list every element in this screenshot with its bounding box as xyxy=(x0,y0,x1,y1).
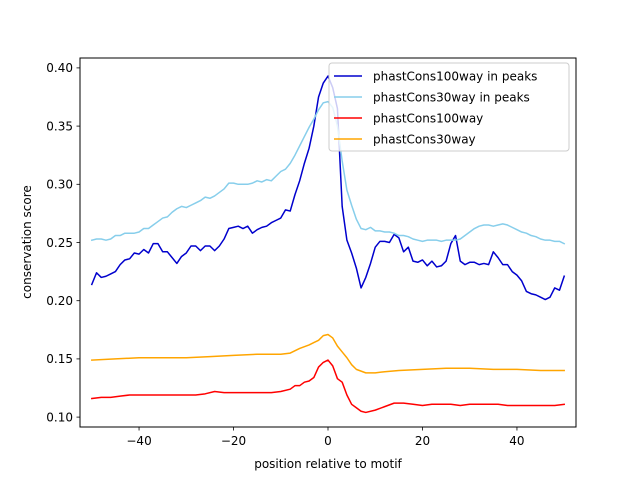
y-tick-label: 0.40 xyxy=(46,61,73,75)
x-tick-label: 0 xyxy=(324,434,332,448)
y-tick-label: 0.10 xyxy=(46,410,73,424)
y-tick-label: 0.35 xyxy=(46,119,73,133)
legend-label-1: phastCons100way in peaks xyxy=(373,69,537,83)
y-tick-label: 0.15 xyxy=(46,352,73,366)
y-axis-label: conservation score xyxy=(20,185,34,299)
series-layer xyxy=(90,75,566,414)
x-tick-label: 40 xyxy=(509,434,524,448)
x-axis-label: position relative to motif xyxy=(254,457,402,471)
y-tick-label: 0.30 xyxy=(46,178,73,192)
legend-label-2: phastCons30way in peaks xyxy=(373,90,530,104)
x-axis: −40 −20 0 20 40 xyxy=(126,427,525,448)
series-line-2 xyxy=(90,100,566,245)
y-tick-label: 0.20 xyxy=(46,294,73,308)
legend-label-4: phastCons30way xyxy=(373,132,476,146)
series-line-3 xyxy=(90,359,566,414)
x-tick-label: 20 xyxy=(415,434,430,448)
y-axis: 0.10 0.15 0.20 0.25 0.30 0.35 0.40 xyxy=(46,61,80,424)
y-tick-label: 0.25 xyxy=(46,236,73,250)
legend: phastCons100way in peaks phastCons30way i… xyxy=(328,62,570,152)
legend-box xyxy=(328,62,570,152)
x-tick-label: −40 xyxy=(126,434,151,448)
series-line-1 xyxy=(90,75,566,301)
legend-label-3: phastCons100way xyxy=(373,111,483,125)
series-line-4 xyxy=(91,333,565,374)
x-tick-label: −20 xyxy=(221,434,246,448)
